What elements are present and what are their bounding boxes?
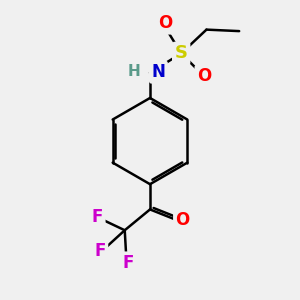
Text: F: F [94, 242, 106, 260]
Text: H: H [128, 64, 140, 79]
Text: O: O [158, 14, 172, 32]
Text: F: F [92, 208, 103, 226]
Text: O: O [176, 211, 190, 229]
Text: O: O [197, 67, 211, 85]
Text: N: N [152, 63, 165, 81]
Text: F: F [122, 254, 134, 272]
Text: S: S [175, 44, 188, 62]
